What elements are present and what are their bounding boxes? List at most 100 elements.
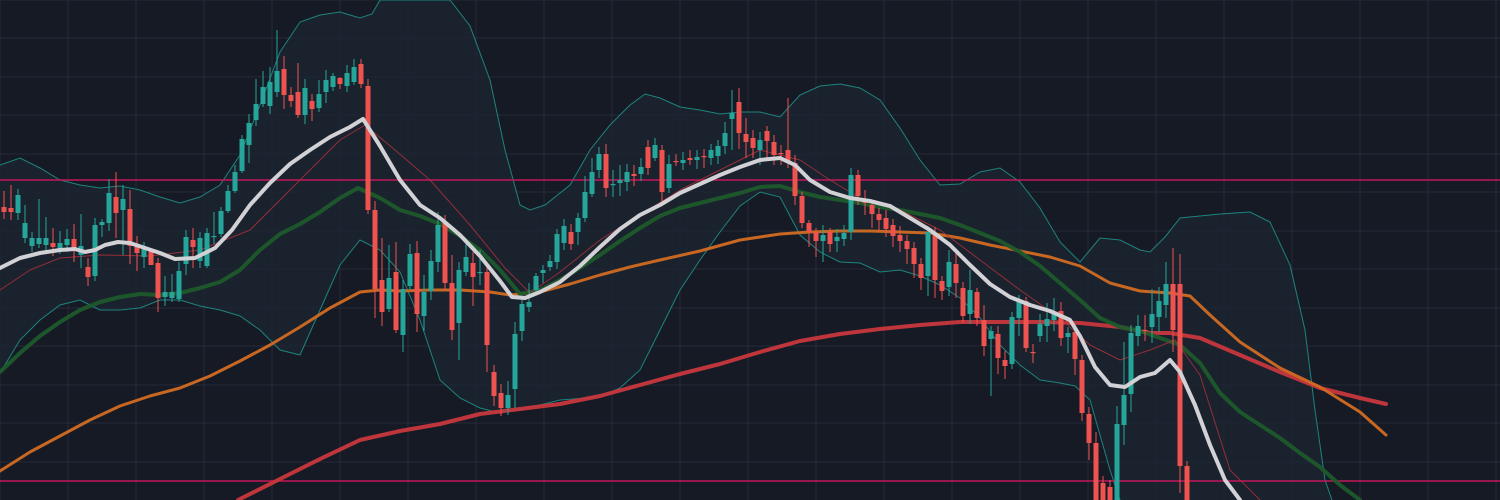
candle-body xyxy=(1086,414,1092,443)
candle-body xyxy=(43,238,49,245)
candle-down xyxy=(498,384,504,416)
candle-up xyxy=(302,79,308,124)
candle-body xyxy=(323,80,329,92)
candle-body xyxy=(442,223,448,283)
candle-up xyxy=(330,73,336,91)
candle-body xyxy=(449,283,455,330)
candle-body xyxy=(960,288,966,316)
ma-orange-line xyxy=(0,229,1388,473)
candle-up xyxy=(554,229,560,269)
candle-down xyxy=(1107,480,1113,500)
candle-down xyxy=(372,201,378,318)
candle-down xyxy=(568,224,574,250)
candle-body xyxy=(708,150,714,158)
candle-body xyxy=(694,157,700,160)
candle-body xyxy=(99,222,105,225)
candle-up xyxy=(946,250,952,296)
candle-up xyxy=(463,241,469,276)
candle-body xyxy=(274,71,280,92)
candle-down xyxy=(953,250,959,298)
candle-down xyxy=(631,165,637,186)
candle-body xyxy=(981,320,987,346)
candle-up xyxy=(638,158,644,181)
candle-down xyxy=(876,208,882,232)
candle-body xyxy=(876,214,882,220)
candle-body xyxy=(925,232,931,276)
candle-down xyxy=(687,150,693,165)
candle-body xyxy=(344,73,350,86)
candle-up xyxy=(99,219,105,237)
candle-body xyxy=(29,238,35,246)
candle-body xyxy=(309,101,315,109)
candle-up xyxy=(988,326,994,396)
candle-down xyxy=(701,149,707,168)
candle-up xyxy=(729,90,735,150)
candle-up xyxy=(323,70,329,103)
candle-up xyxy=(1009,312,1015,369)
candle-body xyxy=(638,167,644,174)
candle-body xyxy=(1044,319,1050,326)
candle-up xyxy=(561,219,567,250)
candle-body xyxy=(946,262,952,287)
candle-body xyxy=(204,233,210,266)
candle-body xyxy=(589,172,595,194)
candle-down xyxy=(743,118,749,158)
candle-body xyxy=(1170,284,1176,330)
candle-up xyxy=(204,228,210,268)
candle-down xyxy=(1100,476,1106,500)
candle-body xyxy=(456,270,462,323)
candle-down xyxy=(134,236,140,271)
candle-body xyxy=(715,146,721,156)
candle-body xyxy=(253,104,259,120)
candle-body xyxy=(365,86,371,210)
candle-body xyxy=(547,261,553,267)
candle-body xyxy=(407,254,413,286)
candle-up xyxy=(708,144,714,165)
candle-down xyxy=(1086,407,1092,460)
candle-body xyxy=(176,271,182,299)
candle-body xyxy=(386,278,392,309)
candle-body xyxy=(169,292,175,298)
candle-body xyxy=(85,267,91,277)
candle-body xyxy=(491,372,497,396)
candle-body xyxy=(512,334,518,389)
candle-body xyxy=(701,156,707,158)
candle-down xyxy=(281,56,287,109)
candle-body xyxy=(1058,311,1064,338)
candle-body xyxy=(1037,324,1043,336)
candle-body xyxy=(1009,317,1015,364)
candle-up xyxy=(407,244,413,290)
candle-body xyxy=(484,272,490,345)
candle-body xyxy=(603,154,609,188)
candle-up xyxy=(246,114,252,163)
candle-body xyxy=(834,237,840,241)
candle-body xyxy=(113,197,119,213)
candle-body xyxy=(421,292,427,316)
candle-down xyxy=(379,238,385,326)
candle-body xyxy=(561,226,567,243)
candle-body xyxy=(953,264,959,283)
candle-body xyxy=(897,235,903,241)
candle-body xyxy=(757,140,763,150)
candle-down xyxy=(897,226,903,252)
candle-down xyxy=(981,305,987,356)
candle-body xyxy=(239,139,245,171)
candle-body xyxy=(652,145,658,158)
candle-body xyxy=(127,209,133,246)
candle-body xyxy=(1016,300,1022,318)
candle-body xyxy=(379,280,385,312)
candle-body xyxy=(645,147,651,168)
candle-body xyxy=(1093,443,1099,500)
candle-down xyxy=(470,252,476,306)
candle-body xyxy=(218,211,224,234)
candle-down xyxy=(1079,355,1085,421)
candle-down xyxy=(869,200,875,228)
candle-down xyxy=(1184,461,1190,500)
candle-down xyxy=(645,140,651,175)
candle-down xyxy=(1058,302,1064,346)
candle-down xyxy=(1072,325,1078,375)
candle-up xyxy=(197,232,203,268)
candle-up xyxy=(260,71,266,107)
